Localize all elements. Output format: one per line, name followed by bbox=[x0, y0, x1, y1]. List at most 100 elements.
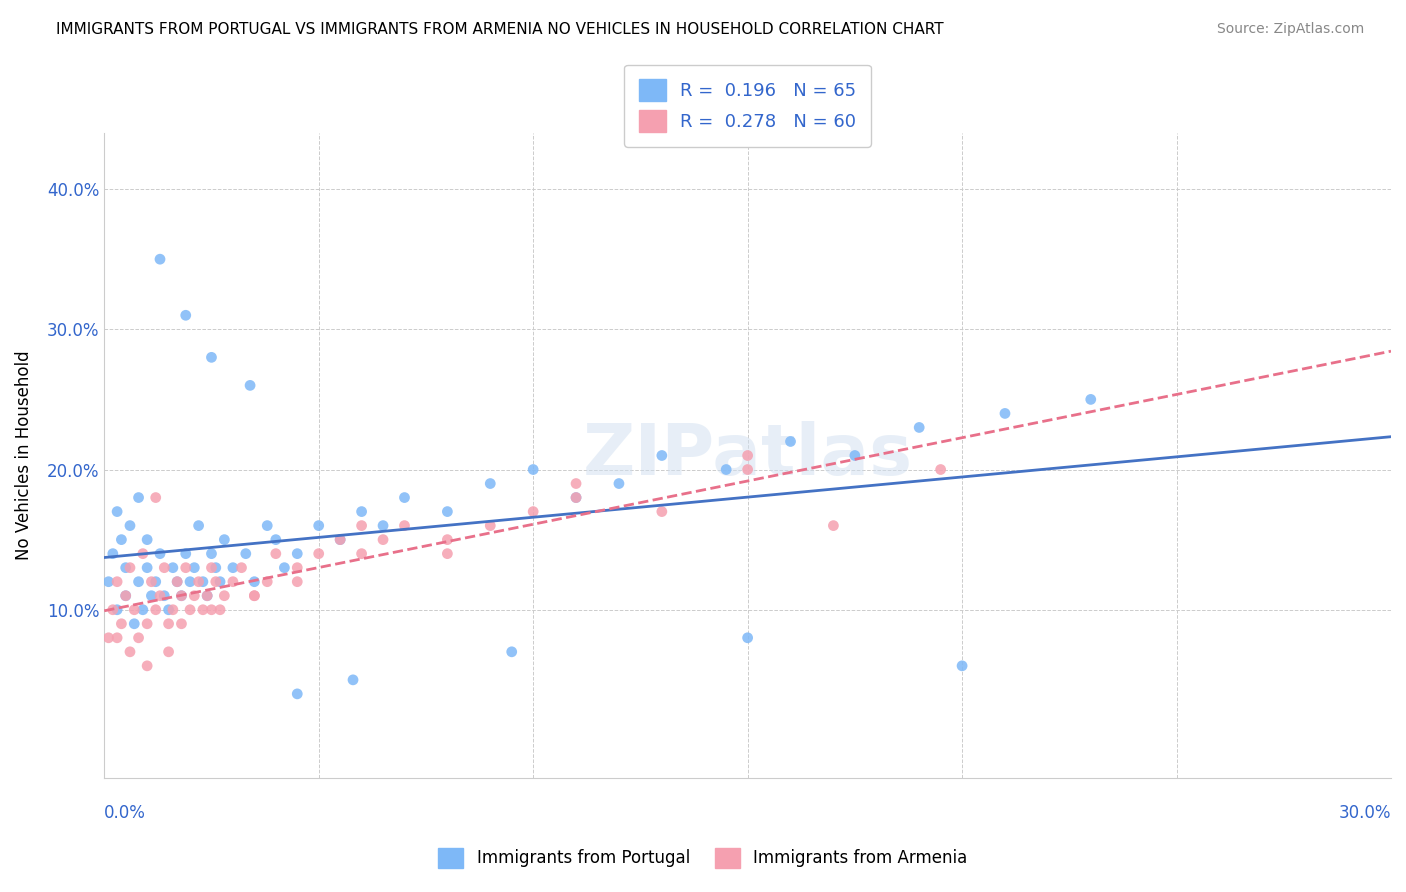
Point bbox=[994, 406, 1017, 420]
Point bbox=[501, 645, 523, 659]
Point bbox=[565, 491, 588, 505]
Point bbox=[114, 589, 136, 603]
Point bbox=[132, 547, 155, 561]
Point bbox=[132, 603, 155, 617]
Point bbox=[231, 560, 253, 574]
Point bbox=[371, 533, 394, 547]
Point bbox=[214, 533, 236, 547]
Point bbox=[141, 574, 163, 589]
Point bbox=[200, 560, 222, 574]
Point bbox=[170, 589, 193, 603]
Point bbox=[149, 547, 172, 561]
Point bbox=[214, 589, 236, 603]
Point bbox=[118, 560, 141, 574]
Point bbox=[714, 462, 737, 476]
Point bbox=[179, 574, 201, 589]
Point bbox=[105, 505, 128, 519]
Point bbox=[162, 603, 184, 617]
Point bbox=[929, 462, 952, 476]
Point bbox=[651, 449, 673, 463]
Point bbox=[149, 252, 172, 267]
Point bbox=[174, 547, 197, 561]
Point bbox=[264, 547, 287, 561]
Point bbox=[350, 518, 373, 533]
Point bbox=[394, 491, 416, 505]
Point bbox=[285, 574, 308, 589]
Text: IMMIGRANTS FROM PORTUGAL VS IMMIGRANTS FROM ARMENIA NO VEHICLES IN HOUSEHOLD COR: IMMIGRANTS FROM PORTUGAL VS IMMIGRANTS F… bbox=[56, 22, 943, 37]
Point bbox=[170, 616, 193, 631]
Point bbox=[200, 351, 222, 365]
Point bbox=[651, 505, 673, 519]
Point bbox=[264, 533, 287, 547]
Legend: Immigrants from Portugal, Immigrants from Armenia: Immigrants from Portugal, Immigrants fro… bbox=[432, 841, 974, 875]
Point bbox=[436, 533, 458, 547]
Point bbox=[128, 574, 150, 589]
Point bbox=[187, 574, 209, 589]
Point bbox=[187, 518, 209, 533]
Point bbox=[110, 616, 132, 631]
Point bbox=[145, 574, 167, 589]
Point bbox=[110, 533, 132, 547]
Point bbox=[479, 518, 502, 533]
Point bbox=[145, 603, 167, 617]
Point bbox=[204, 574, 226, 589]
Point bbox=[342, 673, 364, 687]
Point bbox=[136, 533, 159, 547]
Point bbox=[145, 491, 167, 505]
Point bbox=[157, 616, 180, 631]
Point bbox=[779, 434, 801, 449]
Point bbox=[737, 631, 759, 645]
Point bbox=[136, 560, 159, 574]
Point bbox=[950, 658, 973, 673]
Point bbox=[200, 547, 222, 561]
Point bbox=[844, 449, 866, 463]
Point bbox=[565, 476, 588, 491]
Point bbox=[308, 518, 330, 533]
Text: ZIPatlas: ZIPatlas bbox=[582, 421, 912, 490]
Text: 0.0%: 0.0% bbox=[104, 804, 146, 822]
Point bbox=[118, 518, 141, 533]
Point bbox=[209, 574, 232, 589]
Y-axis label: No Vehicles in Household: No Vehicles in Household bbox=[15, 351, 32, 560]
Point bbox=[162, 560, 184, 574]
Point bbox=[124, 616, 146, 631]
Point bbox=[222, 574, 245, 589]
Point bbox=[285, 560, 308, 574]
Point bbox=[565, 491, 588, 505]
Point bbox=[273, 560, 295, 574]
Point bbox=[105, 603, 128, 617]
Point bbox=[97, 631, 120, 645]
Point bbox=[128, 491, 150, 505]
Point bbox=[136, 616, 159, 631]
Point bbox=[191, 603, 214, 617]
Point bbox=[1080, 392, 1102, 407]
Point bbox=[153, 589, 176, 603]
Point bbox=[128, 631, 150, 645]
Point bbox=[200, 603, 222, 617]
Point bbox=[191, 574, 214, 589]
Point bbox=[350, 547, 373, 561]
Legend: R =  0.196   N = 65, R =  0.278   N = 60: R = 0.196 N = 65, R = 0.278 N = 60 bbox=[624, 64, 870, 146]
Point bbox=[183, 560, 205, 574]
Point bbox=[308, 547, 330, 561]
Point bbox=[522, 462, 544, 476]
Point bbox=[209, 603, 232, 617]
Point bbox=[105, 631, 128, 645]
Point bbox=[371, 518, 394, 533]
Point bbox=[823, 518, 845, 533]
Point bbox=[157, 645, 180, 659]
Point bbox=[737, 449, 759, 463]
Point bbox=[394, 518, 416, 533]
Point bbox=[174, 560, 197, 574]
Point bbox=[235, 547, 257, 561]
Point bbox=[195, 589, 218, 603]
Point bbox=[479, 476, 502, 491]
Point bbox=[222, 560, 245, 574]
Point bbox=[101, 603, 124, 617]
Point bbox=[256, 574, 278, 589]
Point bbox=[101, 547, 124, 561]
Point bbox=[105, 574, 128, 589]
Point bbox=[522, 505, 544, 519]
Point bbox=[908, 420, 931, 434]
Point bbox=[141, 589, 163, 603]
